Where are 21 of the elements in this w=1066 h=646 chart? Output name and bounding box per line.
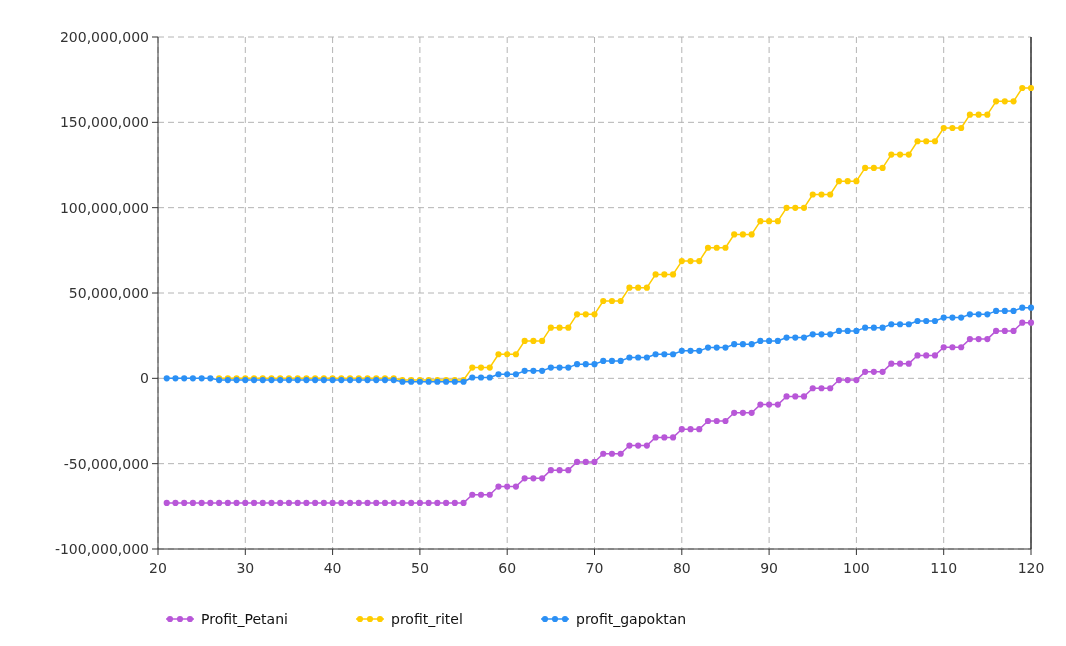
x-tick-label: 30 (236, 560, 255, 576)
x-tick-label: 110 (930, 560, 958, 576)
x-tick-label: 40 (323, 560, 342, 576)
y-tick-label: -50,000,000 (63, 455, 149, 472)
y-tick-label: 150,000,000 (59, 114, 149, 131)
legend-label: Profit_Petani (201, 610, 288, 627)
y-tick-label: 0 (140, 370, 149, 387)
y-tick-label: -100,000,000 (54, 540, 149, 557)
y-tick-label: 100,000,000 (59, 199, 149, 216)
x-tick-label: 120 (1017, 560, 1045, 576)
x-tick-label: 100 (843, 560, 870, 576)
legend-label: profit_gapoktan (576, 610, 687, 627)
y-tick-label: 200,000,000 (59, 28, 149, 45)
y-tick-label: 50,000,000 (68, 284, 149, 301)
x-tick-label: 50 (410, 560, 429, 576)
x-tick-label: 60 (498, 560, 517, 576)
x-tick-label: 80 (672, 560, 691, 576)
x-tick-label: 20 (149, 560, 167, 576)
legend-label: profit_ritel (391, 610, 463, 627)
x-tick-label: 70 (585, 560, 604, 576)
x-tick-label: 90 (760, 560, 779, 576)
